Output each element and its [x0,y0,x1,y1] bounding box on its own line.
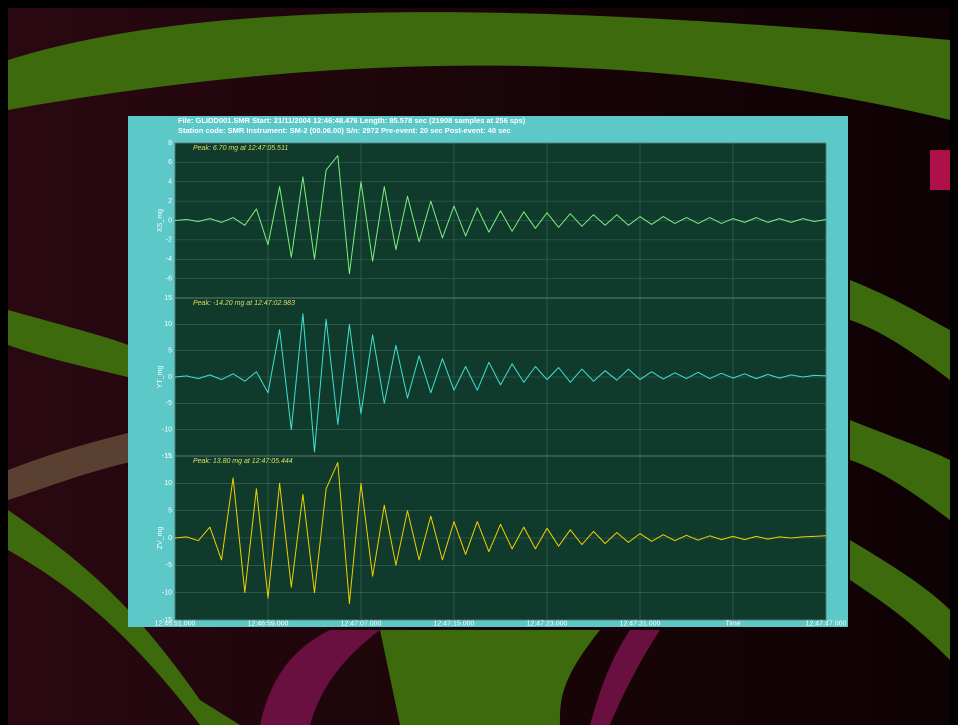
x-tick-label: 12:47:31.000 [620,620,661,627]
x-tick-label: 12:47:23.000 [527,620,568,627]
trace [174,313,827,453]
y-axis-label: YT_mg [157,366,164,389]
y-tick-label: -6 [166,275,172,282]
x-tick-label: 12:47:07.000 [341,620,382,627]
x-tick-label: 12:47:15.000 [434,620,475,627]
y-tick-label: 6 [168,159,172,166]
y-tick-label: -10 [162,590,172,597]
swoosh [590,630,660,725]
y-tick-label: -2 [166,237,172,244]
x-tick-label: 12:46:51.000 [155,620,196,627]
y-tick-label: 8 [168,140,172,147]
swoosh [8,510,240,725]
x-tick-label: Time [725,620,740,627]
y-tick-label: -15 [162,453,172,460]
y-tick-label: -4 [166,256,172,263]
peak-annotation: Peak: 13.80 mg at 12:47:05.444 [193,458,293,465]
y-tick-label: 15 [164,453,172,460]
y-tick-label: 4 [168,179,172,186]
charts: -6 -4 -2 0 2 4 6 8 XS_mg Peak: 6.70 mg at 12:47:0… [155,140,847,628]
peak-annotation: Peak: -14.20 mg at 12:47:02.983 [193,300,295,307]
swoosh [8,310,140,380]
swoosh [850,420,950,520]
peak-annotation: Peak: 6.70 mg at 12:47:05.511 [193,145,288,152]
y-tick-label: 10 [164,321,172,328]
swoosh [380,630,600,725]
y-tick-label: 0 [168,374,172,381]
swoosh [850,540,950,660]
y-tick-label: 2 [168,198,172,205]
swoosh [260,630,380,725]
plot-area [175,143,826,620]
trace [174,462,827,605]
y-tick-label: 10 [164,480,172,487]
swoosh [850,280,950,380]
y-tick-label: -15 [162,617,172,624]
y-tick-label: 5 [168,508,172,515]
swoosh [930,150,950,190]
y-tick-label: 15 [164,295,172,302]
y-tick-label: 5 [168,348,172,355]
y-tick-label: -5 [166,562,172,569]
y-axis-label: ZV_mg [157,527,164,550]
y-tick-label: 0 [168,217,172,224]
header-line: Station code: SMR Instrument: SM-2 (00.0… [178,126,511,135]
y-axis-label: XS_mg [157,209,164,232]
swoosh [8,430,140,500]
trace [174,155,827,275]
x-tick-label: 12:46:59.000 [248,620,289,627]
header-line: File: GLIDD001.SMR Start: 21/11/2004 12:… [178,116,526,125]
y-tick-label: 0 [168,535,172,542]
y-tick-label: -10 [162,427,172,434]
y-tick-label: -5 [166,400,172,407]
swoosh [8,12,950,120]
x-tick-label: 12:47:47.000 [806,620,847,627]
